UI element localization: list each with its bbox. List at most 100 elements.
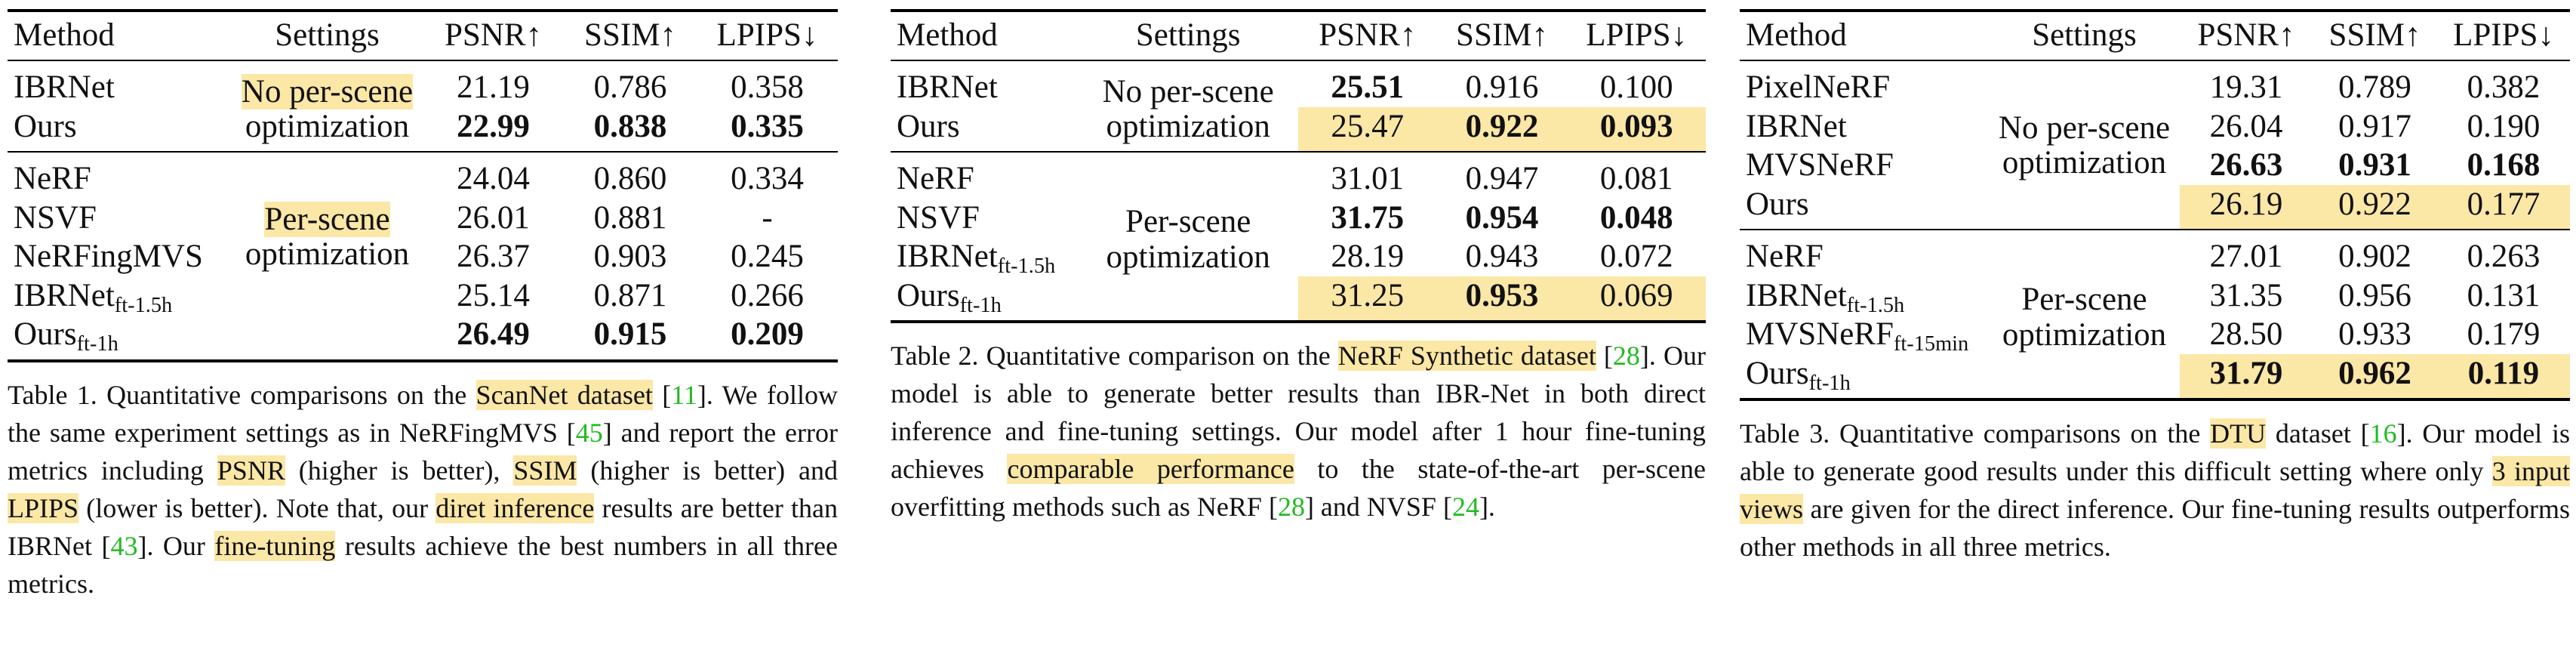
header-lpips: LPIPS↓ — [1586, 17, 1688, 53]
table-row: IBRNetft-1.5h 28.19 0.943 0.072 — [891, 237, 1706, 279]
settings-cell: Per-scene optimization — [1106, 204, 1270, 275]
settings-cell: No per-scene optimization — [241, 73, 414, 145]
header-lpips: LPIPS↓ — [2453, 17, 2554, 53]
table-row: IBRNetft-1.5h 25.14 0.871 0.266 — [8, 276, 838, 316]
ssim-cell: 0.871 — [593, 277, 667, 313]
ssim-cell: 0.789 — [2338, 69, 2411, 106]
caption-text: ]. Our model is able to generate better … — [891, 341, 1706, 485]
psnr-cell: 31.35 — [2209, 277, 2283, 313]
psnr-cell: 26.37 — [457, 239, 530, 275]
ssim-cell: 0.786 — [593, 69, 667, 106]
header-method: Method — [897, 17, 998, 53]
table-row: Ours 25.47 0.922 0.093 — [891, 106, 1706, 153]
group-per-scene: NeRF Per-scene optimization 31.01 0.947 0… — [891, 152, 1706, 322]
settings-cell: Per-scene optimization — [245, 201, 410, 273]
ssim-cell: 0.947 — [1465, 161, 1539, 197]
caption-text: to the state-of-the-art per-scene overfi… — [891, 454, 1706, 523]
settings-cell: No per-scene optimization — [1102, 73, 1274, 145]
results-table-1: Method Settings PSNR↑ SSIM↑ LPIPS↓ IBRNe… — [8, 9, 838, 362]
header-method: Method — [1746, 17, 1847, 53]
header-psnr: PSNR↑ — [1319, 17, 1417, 53]
psnr-cell: 31.79 — [2180, 353, 2313, 399]
lpips-cell: 0.168 — [2467, 147, 2541, 184]
lpips-cell: 0.179 — [2467, 316, 2541, 353]
ssim-cell: 0.931 — [2338, 147, 2411, 184]
lpips-cell: - — [762, 199, 773, 236]
header-ssim: SSIM↑ — [584, 17, 676, 53]
method-cell: Ours — [1746, 186, 1809, 222]
caption-text: Quantitative comparison on the — [978, 341, 1338, 372]
psnr-cell: 31.25 — [1297, 276, 1437, 322]
ssim-cell: 0.962 — [2313, 353, 2437, 399]
lpips-cell: 0.081 — [1599, 161, 1673, 197]
caption-label: Table 1. — [8, 379, 97, 410]
method-cell: NSVF — [897, 199, 980, 236]
caption-text: ]. — [1479, 492, 1495, 523]
table-row: IBRNet No per-scene optimization 25.51 0.… — [891, 60, 1706, 144]
citation-link: 45 — [575, 417, 603, 448]
settings-cell: No per-scene optimization — [1998, 109, 2171, 181]
highlighted-text: LPIPS — [8, 492, 79, 523]
psnr-cell: 27.01 — [2209, 239, 2283, 275]
header-ssim: SSIM↑ — [1456, 17, 1548, 53]
table-row: MVSNeRFft-15min 28.50 0.933 0.179 — [1740, 315, 2570, 355]
table-row: PixelNeRF 19.31 0.789 0.382 — [1740, 60, 2570, 106]
table-row: NeRF 24.04 0.860 0.334 — [8, 152, 838, 198]
lpips-cell: 0.263 — [2467, 239, 2541, 275]
table-row: NSVF Per-scene optimization 26.01 0.881 - — [8, 199, 838, 272]
ssim-cell: 0.953 — [1436, 276, 1568, 322]
header-settings: Settings — [2032, 17, 2137, 53]
table-1-panel: Method Settings PSNR↑ SSIM↑ LPIPS↓ IBRNe… — [8, 9, 838, 630]
lpips-cell: 0.245 — [731, 239, 804, 275]
method-cell: IBRNetft-1.5h — [897, 239, 1056, 279]
citation-link: 24 — [1451, 492, 1479, 523]
method-cell: Oursft-1h — [1746, 355, 1851, 395]
method-cell: NSVF — [14, 199, 97, 236]
lpips-cell: 0.069 — [1567, 276, 1706, 322]
highlighted-text: fine-tuning — [214, 530, 336, 561]
method-cell: PixelNeRF — [1746, 69, 1891, 106]
caption-label: Table 2. — [891, 341, 979, 372]
psnr-cell: 24.04 — [457, 161, 530, 197]
method-cell: MVSNeRF — [1746, 147, 1894, 184]
method-cell: IBRNet — [14, 69, 115, 106]
psnr-cell: 25.47 — [1297, 106, 1437, 153]
table-caption: Table 3. Quantitative comparisons on the… — [1740, 415, 2570, 566]
caption-text: (higher is better), — [285, 455, 514, 486]
lpips-cell: 0.334 — [731, 161, 804, 197]
header-psnr: PSNR↑ — [444, 17, 543, 53]
table-row: Oursft-1h 26.49 0.915 0.209 — [8, 315, 838, 360]
caption-text: results achieve the best numbers in all … — [8, 530, 838, 599]
header-lpips: LPIPS↓ — [716, 17, 818, 53]
psnr-cell: 26.63 — [2209, 147, 2283, 184]
ssim-cell: 0.956 — [2338, 277, 2411, 313]
table-row: NeRF Per-scene optimization 27.01 0.902 0… — [1740, 230, 2570, 352]
ssim-cell: 0.903 — [593, 239, 667, 275]
psnr-cell: 26.04 — [2209, 108, 2283, 144]
caption-text: Quantitative comparisons on the — [97, 379, 476, 410]
ssim-cell: 0.915 — [593, 316, 667, 353]
header-settings: Settings — [275, 17, 380, 53]
psnr-cell: 26.49 — [457, 316, 530, 353]
highlighted-text: comparable performance — [1007, 454, 1294, 485]
header-method: Method — [14, 17, 115, 53]
table-row: Oursft-1h 31.25 0.953 0.069 — [891, 276, 1706, 322]
highlighted-text: SSIM — [513, 455, 577, 486]
caption-text: are given for the direct inference. Our … — [1740, 494, 2570, 563]
caption-text: ]. Our — [137, 530, 215, 561]
group-no-per-scene: IBRNet No per-scene optimization 21.19 0.… — [8, 60, 838, 153]
caption-text: Quantitative comparisons on the — [1830, 418, 2211, 449]
method-cell: Ours — [14, 108, 77, 144]
table-row: NeRFingMVS 26.37 0.903 0.245 — [8, 237, 838, 276]
psnr-cell: 31.75 — [1331, 199, 1405, 236]
group-no-per-scene: PixelNeRF 19.31 0.789 0.382 IBRNet No pe… — [1740, 60, 2570, 230]
highlighted-text: ScanNet dataset — [475, 379, 653, 410]
group-no-per-scene: IBRNet No per-scene optimization 25.51 0.… — [891, 60, 1706, 153]
ssim-cell: 0.838 — [593, 108, 667, 144]
method-cell: Ours — [897, 108, 960, 144]
method-cell: NeRFingMVS — [14, 239, 203, 275]
lpips-cell: 0.093 — [1567, 106, 1706, 153]
caption-text: [ — [652, 379, 672, 410]
table-3-panel: Method Settings PSNR↑ SSIM↑ LPIPS↓ Pixel… — [1740, 9, 2570, 593]
results-table-2: Method Settings PSNR↑ SSIM↑ LPIPS↓ IBRNe… — [891, 9, 1706, 323]
